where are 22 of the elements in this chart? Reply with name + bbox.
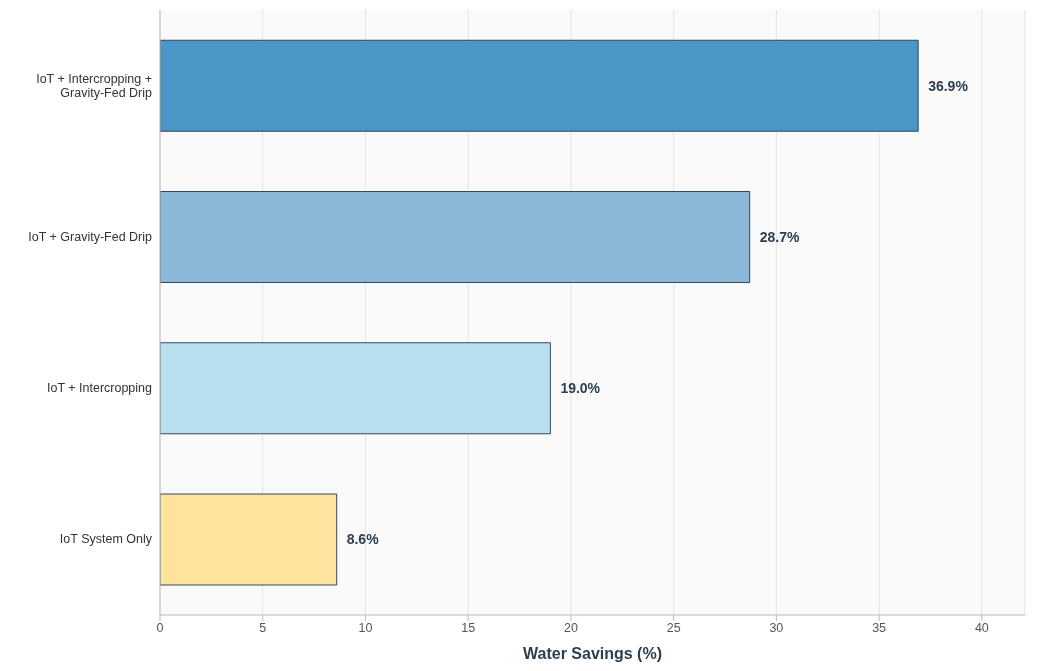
data-label: 28.7%: [759, 228, 800, 245]
data-label: 19.0%: [560, 380, 601, 397]
x-tick-label: 10: [358, 620, 373, 635]
x-tick-label: 40: [974, 620, 989, 635]
x-tick-label: 35: [872, 620, 887, 635]
bar: [160, 39, 919, 132]
x-tick-label: 25: [666, 620, 681, 635]
x-tick-label: 0: [156, 620, 164, 635]
bar: [160, 191, 751, 283]
data-label: 8.6%: [346, 531, 380, 548]
data-label: 36.9%: [928, 77, 969, 94]
y-tick-label: IoT System Only: [59, 532, 153, 547]
bar: [160, 342, 551, 435]
x-tick-label: 20: [563, 620, 578, 635]
x-tick-label: 30: [769, 620, 784, 635]
y-tick-label: IoT + Intercropping + Gravity-Fed Drip: [36, 71, 153, 100]
bar: [160, 493, 338, 586]
x-axis-title: Water Savings (%): [523, 645, 662, 662]
y-tick-label: IoT + Gravity-Fed Drip: [28, 229, 153, 244]
x-tick-label: 15: [461, 620, 476, 635]
y-tick-label: IoT + Intercropping: [46, 381, 153, 396]
x-tick-label: 5: [259, 620, 267, 635]
